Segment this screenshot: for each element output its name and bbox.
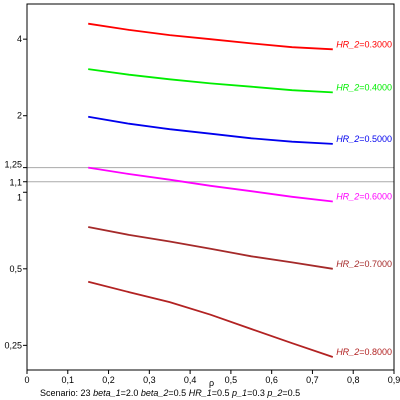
x-tick-label: 0,9 xyxy=(388,375,400,385)
series-label: HR_2=0.7000 xyxy=(336,259,392,269)
x-tick-label: 0,7 xyxy=(306,375,319,385)
series-label-value: =0.5000 xyxy=(359,134,392,144)
series-label: HR_2=0.8000 xyxy=(336,347,392,357)
param-value: =0.5 xyxy=(212,388,230,398)
series-label-prefix: HR_2 xyxy=(336,191,359,201)
x-tick-label: 0,1 xyxy=(62,375,75,385)
y-tick-label: 1,25 xyxy=(4,160,22,170)
series-label-value: =0.4000 xyxy=(359,82,392,92)
plot-frame xyxy=(26,3,395,371)
series-labels: HR_2=0.3000HR_2=0.4000HR_2=0.5000HR_2=0.… xyxy=(336,39,392,357)
series-label-value: =0.8000 xyxy=(359,347,392,357)
y-tick-label: 0,5 xyxy=(9,264,22,274)
series-label-prefix: HR_2 xyxy=(336,347,359,357)
series-label: HR_2=0.5000 xyxy=(336,134,392,144)
series-label-prefix: HR_2 xyxy=(336,39,359,49)
series-label-value: =0.3000 xyxy=(359,39,392,49)
series-label: HR_2=0.6000 xyxy=(336,191,392,201)
series-label-prefix: HR_2 xyxy=(336,82,359,92)
series-label-value: =0.6000 xyxy=(359,191,392,201)
x-tick-label: 0,3 xyxy=(143,375,156,385)
x-tick-label: 0,5 xyxy=(225,375,238,385)
series-line xyxy=(88,226,333,270)
scenario-value: 23 xyxy=(81,388,91,398)
scenario-label: Scenario: xyxy=(40,388,81,398)
param-name: beta_2 xyxy=(141,388,169,398)
x-tick-label: 0,8 xyxy=(347,375,360,385)
param-name: HR_1 xyxy=(189,388,212,398)
x-tick-label: 0,2 xyxy=(102,375,115,385)
series-line xyxy=(88,166,333,203)
series-label: HR_2=0.3000 xyxy=(336,39,392,49)
series-line xyxy=(87,280,334,358)
x-tick-label: 0,4 xyxy=(184,375,197,385)
param-value: =0.5 xyxy=(282,388,300,398)
series-label: HR_2=0.4000 xyxy=(336,82,392,92)
y-tick-label: 1 xyxy=(17,192,22,202)
param-value: =0.5 xyxy=(168,388,186,398)
scenario-footer: Scenario: 23 beta_1=2.0 beta_2=0.5 HR_1=… xyxy=(40,388,300,398)
param-name: p_2 xyxy=(266,388,282,398)
y-tick-label: 2 xyxy=(17,111,22,121)
series-label-prefix: HR_2 xyxy=(336,259,359,269)
reference-lines xyxy=(27,167,394,183)
param-value: =2.0 xyxy=(121,388,139,398)
y-tick-label: 1,1 xyxy=(9,178,22,188)
series-group xyxy=(87,22,334,358)
series-label-value: =0.7000 xyxy=(359,259,392,269)
y-tick-label: 0,25 xyxy=(4,340,22,350)
x-tick-label: 0 xyxy=(24,375,29,385)
param-name: p_1 xyxy=(231,388,247,398)
x-tick-label: 0,6 xyxy=(265,375,278,385)
series-label-prefix: HR_2 xyxy=(336,134,359,144)
x-axis-label: ρ xyxy=(209,378,214,388)
axes: 0 0,1 0,2 0,3 0,4 0,5 0,6 0,7 0,8 0,9 4 2 1,25 1,1 1 0,… xyxy=(4,3,400,385)
series-line xyxy=(88,115,333,145)
series-line xyxy=(88,68,333,94)
series-line xyxy=(88,22,333,51)
y-tick-label: 4 xyxy=(17,34,22,44)
param-value: =0.3 xyxy=(247,388,265,398)
param-name: beta_1 xyxy=(93,388,121,398)
